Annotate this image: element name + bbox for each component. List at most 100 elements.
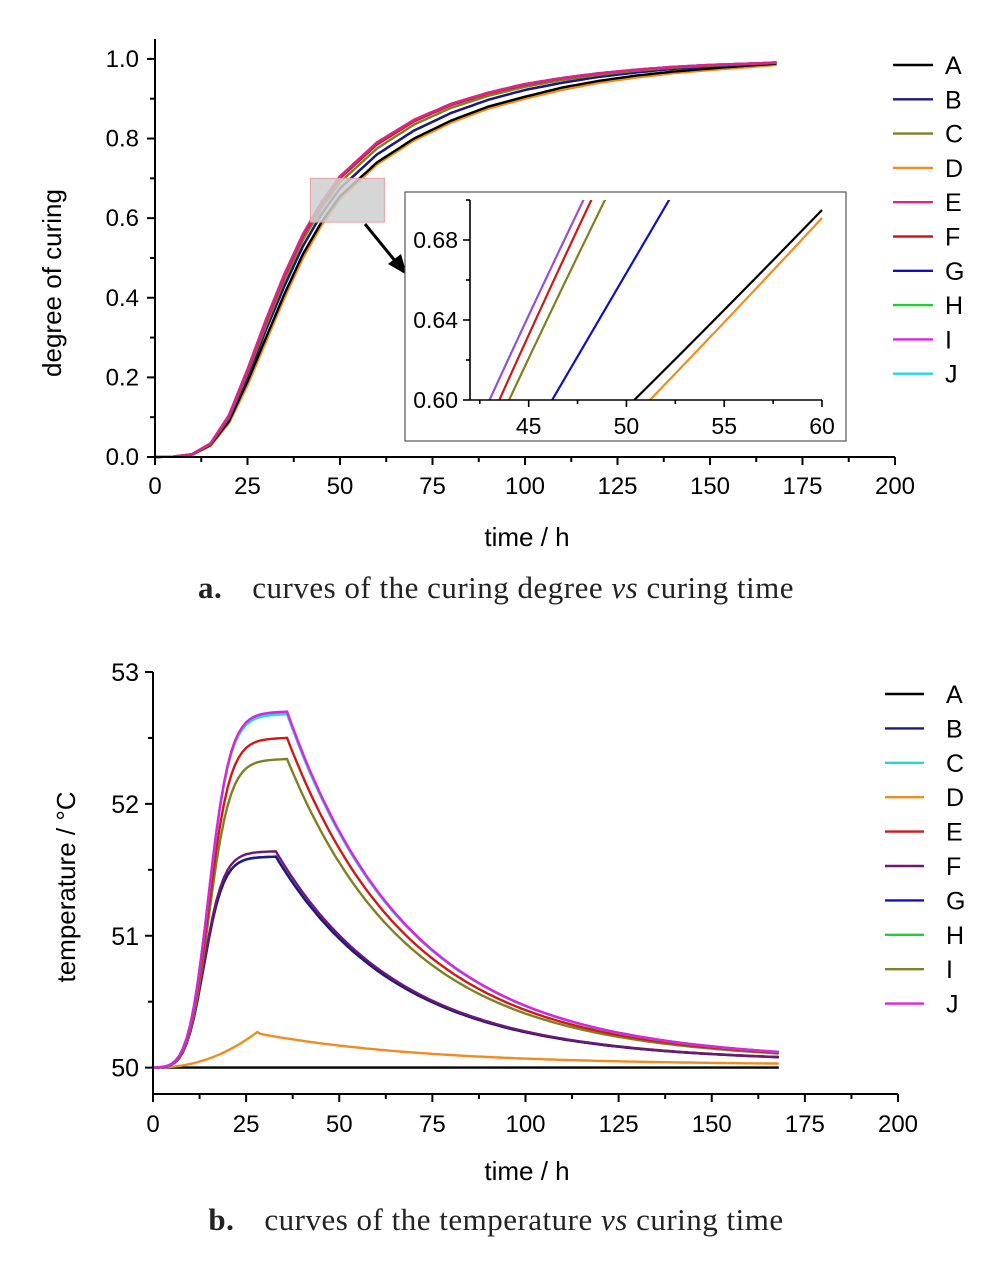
chart-b-x-tick-label: 0 [146, 1111, 159, 1138]
chart-a-x-tick-label: 25 [234, 473, 261, 500]
caption-b-label: b. [208, 1202, 235, 1237]
legend-label-D: D [945, 155, 963, 183]
chart-a-x-tick-label: 0 [148, 473, 161, 500]
legend-label-G: G [946, 887, 965, 915]
legend-label-A: A [946, 681, 963, 709]
chart-a-y-tick-label: 0.8 [106, 126, 139, 153]
chart-b-x-tick-label: 100 [505, 1111, 545, 1138]
legend-label-F: F [946, 853, 961, 881]
chart-a-series-group [154, 61, 777, 459]
caption-b-text: curves of the temperature [264, 1202, 601, 1237]
chart-a-y-tick-label: 0.0 [106, 444, 139, 471]
inset-line-D [649, 217, 823, 400]
inset-x-tick-label: 60 [809, 413, 835, 439]
zoom-arrow [363, 223, 398, 263]
chart-b-y-tick-label: 51 [111, 923, 139, 951]
legend-label-A: A [945, 52, 962, 80]
chart-b-x-tick-label: 25 [233, 1111, 260, 1138]
chart-b-x-tick-label: 175 [785, 1111, 825, 1138]
series-line-B [152, 855, 779, 1069]
legend-label-B: B [945, 86, 962, 114]
zoom-region [309, 177, 385, 223]
chart-a-x-tick-label: 75 [419, 473, 446, 500]
legend-label-H: H [946, 922, 964, 950]
chart-b-x-tick-label: 200 [878, 1111, 918, 1138]
chart-b-axes [145, 671, 899, 1102]
chart-b-ylabel: temperature / °C [51, 791, 81, 982]
inset-series-group [488, 200, 823, 400]
legend-label-E: E [946, 819, 963, 847]
chart-a-y-tick-label: 0.2 [106, 364, 139, 391]
legend-label-I: I [945, 326, 952, 354]
caption-a-text-end: curing time [638, 570, 795, 605]
legend-label-H: H [945, 292, 963, 320]
legend-label-D: D [946, 784, 964, 812]
chart-b-x-tick-label: 50 [326, 1111, 353, 1138]
legend-label-I: I [946, 956, 953, 984]
legend-label-E: E [945, 189, 962, 217]
chart-b-y-tick-label: 52 [111, 791, 139, 819]
legend-label-G: G [945, 258, 964, 286]
chart-b-tick-labels: 0 25 50 75 100 125 150 175 200 50 51 52 53 [111, 659, 918, 1138]
inset-y-tick-label: 0.60 [413, 387, 458, 413]
caption-b-vs: vs [601, 1202, 628, 1237]
chart-a-x-tick-label: 50 [327, 473, 354, 500]
caption-a-vs: vs [611, 570, 639, 605]
chart-a-x-tick-label: 175 [782, 473, 822, 500]
legend-label-J: J [945, 361, 958, 389]
chart-a-x-tick-label: 100 [505, 473, 545, 500]
inset-x-tick-label: 45 [516, 413, 542, 439]
chart-b-y-tick-label: 53 [111, 659, 139, 687]
inset-y-tick-label: 0.68 [413, 227, 458, 253]
series-line-E [154, 61, 777, 459]
caption-b: b. curves of the temperature vs curing ti… [0, 1202, 992, 1238]
legend-label-B: B [946, 715, 963, 743]
chart-a-x-tick-label: 125 [597, 473, 637, 500]
chart-a-axes [147, 39, 896, 465]
inset-x-tick-label: 55 [711, 413, 737, 439]
legend-label-F: F [945, 224, 960, 252]
series-line-I [152, 757, 779, 1069]
caption-a-label: a. [197, 570, 223, 605]
series-line-G [152, 855, 779, 1069]
caption-a-text: curves of the curing degree [252, 570, 612, 605]
chart-b-x-tick-label: 125 [599, 1111, 639, 1138]
caption-b-text-end: curing time [627, 1202, 784, 1237]
chart-a-ylabel: degree of curing [37, 189, 67, 377]
caption-a: a. curves of the curing degree vs curing … [0, 570, 992, 606]
chart-b-xlabel: time / h [484, 1156, 569, 1186]
series-line-F [152, 850, 779, 1069]
zoom-arrowhead [388, 254, 407, 275]
inset-line-E [488, 200, 585, 400]
chart-b-series-group [152, 710, 779, 1069]
chart-a-xlabel: time / h [484, 522, 569, 552]
legend-label-C: C [946, 750, 964, 778]
chart-b-y-tick-label: 50 [111, 1055, 139, 1083]
chart-a: 0 25 50 75 100 125 150 175 200 0.0 0.2 0.4 0.6 0.8 1.0… [37, 39, 964, 552]
series-line-A [154, 62, 777, 459]
chart-a-y-tick-label: 1.0 [106, 46, 139, 73]
inset-frame [404, 191, 847, 442]
inset-line-B [551, 200, 671, 400]
inset-line-A [633, 209, 823, 400]
series-line-D [154, 63, 777, 459]
chart-a-y-tick-label: 0.6 [106, 205, 139, 232]
chart-a-x-tick-label: 150 [690, 473, 730, 500]
inset-y-tick-label: 0.64 [413, 307, 458, 333]
legend-label-C: C [945, 121, 963, 149]
chart-b-x-tick-label: 150 [692, 1111, 732, 1138]
inset-chart: 0.60 0.64 0.68 45 50 55 60 [404, 191, 847, 442]
chart-b-x-tick-label: 75 [419, 1111, 446, 1138]
inset-line-F [498, 200, 593, 400]
inset-line-C [508, 200, 607, 400]
series-line-J [152, 710, 779, 1069]
series-line-D [153, 1030, 779, 1069]
chart-a-tick-labels: 0 25 50 75 100 125 150 175 200 0.0 0.2 0.4 0.6 0.8 1.0 [106, 46, 915, 500]
series-line-E [152, 736, 779, 1069]
legend-label-J: J [946, 991, 959, 1019]
chart-a-y-tick-label: 0.4 [106, 285, 139, 312]
